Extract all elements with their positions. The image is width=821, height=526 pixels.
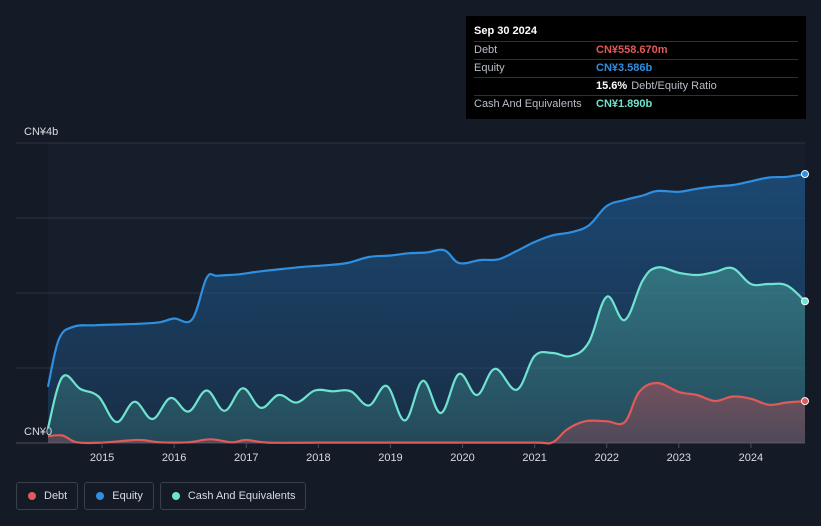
series-endpoints xyxy=(801,170,809,406)
x-tick-label: 2021 xyxy=(522,452,546,464)
legend-item-equity[interactable]: Equity xyxy=(84,482,154,510)
x-tick-label: 2023 xyxy=(667,452,691,464)
x-tick-label: 2017 xyxy=(234,452,258,464)
tooltip-label-debt: Debt xyxy=(474,44,498,56)
area-debt xyxy=(48,383,805,444)
tooltip-value-equity: CN¥3.586b xyxy=(596,62,653,74)
tooltip: Sep 30 2024 Debt CN¥558.670m Equity CN¥3… xyxy=(466,16,806,119)
legend-dot-equity xyxy=(96,492,105,500)
line-equity xyxy=(46,173,806,388)
legend-label-debt: Debt xyxy=(44,490,68,502)
legend-label-equity: Equity xyxy=(112,490,143,502)
tooltip-row-debt: Debt CN¥558.670m xyxy=(474,41,798,59)
legend-label-cash: Cash And Equivalents xyxy=(187,490,296,502)
tooltip-label-equity: Equity xyxy=(474,62,505,74)
x-tick-label: 2016 xyxy=(162,452,186,464)
legend-dot-debt xyxy=(28,492,36,500)
tooltip-date: Sep 30 2024 xyxy=(474,25,537,37)
tooltip-value-debt: CN¥558.670m xyxy=(596,44,668,56)
x-tick-label: 2022 xyxy=(594,452,618,464)
endpoint-cash-and-equivalents xyxy=(801,297,809,306)
x-tick-label: 2020 xyxy=(450,452,474,464)
y-axis-label-bottom: CN¥0 xyxy=(24,426,52,438)
legend-item-cash[interactable]: Cash And Equivalents xyxy=(159,482,307,510)
line-cash-and-equivalents xyxy=(46,266,806,429)
legend-item-debt[interactable]: Debt xyxy=(16,482,79,510)
x-tick-label: 2024 xyxy=(739,452,763,464)
endpoint-equity xyxy=(801,170,809,179)
series-areas xyxy=(48,174,805,444)
tooltip-ratio-spacer xyxy=(474,78,596,95)
tooltip-ratio-value: 15.6% xyxy=(596,80,628,92)
legend-dot-cash xyxy=(171,492,180,500)
x-tick-label: 2019 xyxy=(378,452,402,464)
y-axis-label-top: CN¥4b xyxy=(24,126,58,138)
x-axis: 2015 2016 2017 2018 2019 2020 2021 2022 2023 2024 xyxy=(90,443,763,464)
x-tick-label: 2018 xyxy=(306,452,330,464)
series-lines xyxy=(46,173,806,445)
area-cash-and-equivalents xyxy=(48,267,805,443)
tooltip-row-cash: Cash And Equivalents CN¥1.890b xyxy=(474,95,798,113)
tooltip-row-equity: Equity CN¥3.586b xyxy=(474,59,798,77)
line-debt xyxy=(47,381,806,445)
endpoint-debt xyxy=(801,397,809,406)
x-tick-label: 2015 xyxy=(90,452,114,464)
tooltip-label-cash: Cash And Equivalents xyxy=(474,98,582,110)
tooltip-row-ratio: 15.6% Debt/Equity Ratio xyxy=(474,77,798,95)
tooltip-ratio-label: Debt/Equity Ratio xyxy=(631,80,717,92)
tooltip-value-cash: CN¥1.890b xyxy=(596,98,653,110)
legend: Debt Equity Cash And Equivalents xyxy=(16,482,307,510)
